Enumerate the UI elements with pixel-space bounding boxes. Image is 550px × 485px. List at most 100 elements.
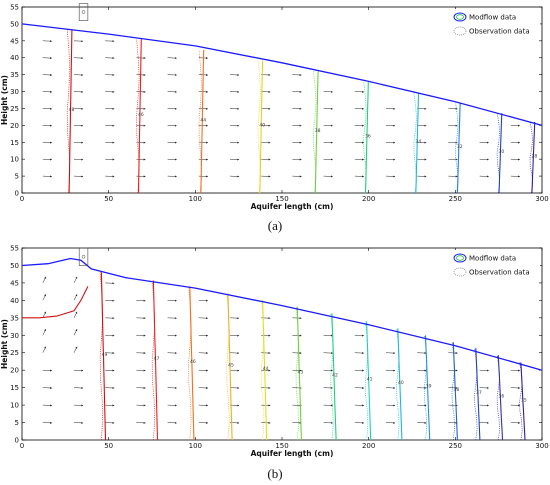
contour-label: 32 [457,144,463,150]
contour-label: 30 [499,149,505,155]
x-tick-label: 100 [189,195,202,203]
recharge-marker [81,10,86,14]
contour-label: 45 [228,363,234,369]
recharge-box [78,247,89,266]
modflow-contour [152,280,159,441]
observation-contour [396,328,400,441]
observation-contour [136,39,140,194]
contour-label: 46 [190,359,196,365]
contour-label: 36 [365,134,371,140]
y-tick-label: 20 [10,367,19,375]
contour-label: 35 [521,397,527,403]
legend-marker-modflow [453,12,467,22]
modflow-contour [227,293,233,441]
y-tick-label: 10 [10,156,19,164]
contour-label: 28 [531,153,537,159]
x-tick-label: 250 [449,442,462,450]
x-tick-label: 50 [104,195,113,203]
y-tick-label: 25 [10,105,19,113]
legend-marker-modflow [453,253,467,263]
observation-contour [198,49,202,194]
contour-label: 34 [415,139,421,145]
observation-contour [451,342,455,441]
modflow-contour [456,102,461,194]
y-tick-label: 50 [10,262,19,270]
flow-arrow [73,311,78,318]
contour-label: 36 [499,394,505,400]
observation-contour [365,321,369,441]
flow-arrow [42,311,47,318]
observation-contour [474,348,478,441]
x-tick-label: 100 [189,442,202,450]
y-tick-label: 30 [10,88,19,96]
observation-contour [151,280,156,441]
observation-contour [313,71,317,194]
flow-arrow [73,276,78,284]
water-table-line [21,23,543,127]
x-tick-label: 300 [535,442,548,450]
observation-contour [295,306,299,441]
panel-b: 0 50 100 150 200 250 300 0 5 10 15 20 25 30 35 40 45 50 55… [0,245,549,482]
observation-contour [66,29,71,194]
observation-contour [363,82,367,194]
contour-label: 42 [332,373,338,379]
observation-contour [226,293,230,441]
x-tick-label: 300 [535,195,548,203]
y-tick-label: 45 [10,37,19,45]
y-axis-label: Height (cm) [0,75,9,125]
modflow-contour [200,49,205,194]
water-table-line [21,257,543,371]
contour-label: 44 [263,366,269,372]
x-tick-label: 0 [20,195,24,203]
legend-marker-modflow-inner [456,255,464,261]
legend-box [452,250,540,280]
modflow-contour [475,348,481,441]
y-tick-label: 0 [15,190,19,198]
observation-contour [261,299,265,441]
observation-contour [99,272,104,441]
x-axis-label: Aquifer length (cm) [251,449,334,458]
recharge-mound-line [22,286,89,319]
panel-caption: (b) [267,466,282,481]
y-tick-label: 20 [10,122,19,130]
y-tick-label: 0 [15,437,19,445]
y-tick-label: 10 [10,402,19,410]
flow-arrow [73,329,78,336]
contour-label: 38 [315,128,321,134]
modflow-contour [520,362,526,441]
contour-label: 39 [426,384,432,390]
y-tick-label: 15 [10,384,19,392]
modflow-contour [137,39,142,194]
contour-label: 40 [398,380,404,386]
y-tick-label: 55 [10,245,19,253]
x-tick-label: 150 [275,195,288,203]
observation-contour [257,60,261,194]
observation-contour [496,355,501,441]
flow-arrow [42,346,47,353]
y-tick-label: 5 [15,419,19,427]
y-tick-label: 55 [10,4,19,12]
x-axis-label: Aquifer length (cm) [251,202,334,211]
y-tick-label: 40 [10,297,19,305]
x-tick-label: 150 [275,442,288,450]
y-tick-label: 40 [10,54,19,62]
legend-entry: Observation data [469,28,530,36]
contour-label: 46 [138,112,144,118]
y-axis-label: Height (cm) [0,319,9,369]
contour-label: 43 [297,369,303,375]
legend-box [452,9,540,39]
modflow-contour [296,306,302,441]
legend-entry: Observation data [469,269,530,277]
observation-contour [529,121,533,194]
contour-label: 40 [259,123,265,129]
contour-label: 49 [102,352,108,358]
modflow-contour [415,93,420,194]
x-tick-label: 50 [104,442,113,450]
x-tick-label: 200 [362,195,375,203]
flow-arrow [42,276,47,284]
modflow-contour [424,335,431,441]
flow-arrow [42,294,47,301]
x-tick-label: 250 [449,195,462,203]
y-tick-label: 50 [10,20,19,28]
